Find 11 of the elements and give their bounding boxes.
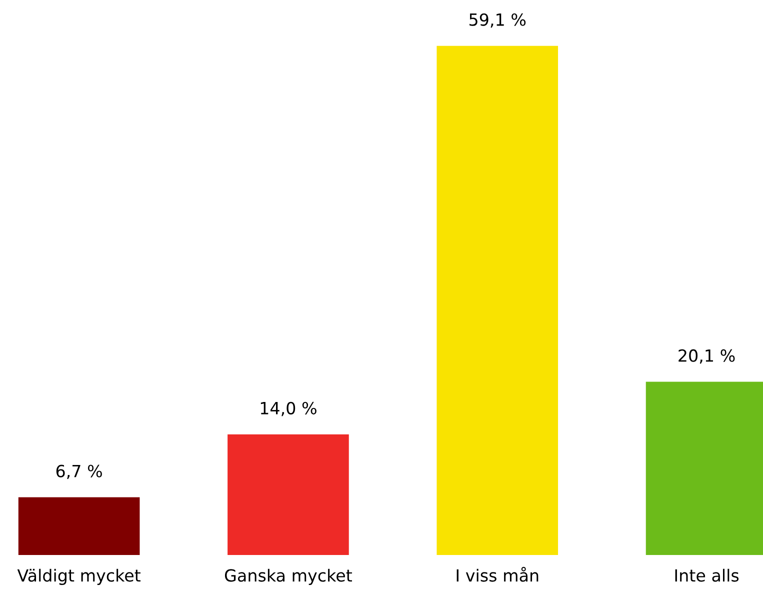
x-tick-label: Väldigt mycket [17, 568, 140, 585]
x-tick-label: I viss mån [456, 566, 538, 582]
data-label: 59,1 % [470, 13, 526, 28]
bar [18, 497, 140, 555]
data-label: 14,0 % [260, 402, 316, 416]
x-tick-label: Ganska mycket [224, 568, 352, 585]
data-label: 20,1 % [678, 349, 735, 364]
bar [436, 46, 558, 555]
bar [228, 434, 349, 555]
data-label: 6,7 % [56, 464, 102, 480]
x-tick-label: Inte alls [675, 568, 739, 582]
